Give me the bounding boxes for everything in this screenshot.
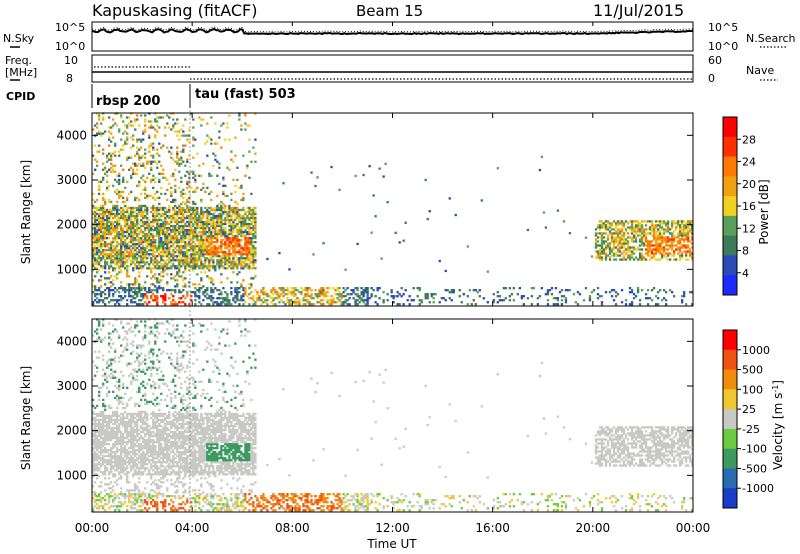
x-axis: 00:00 04:00 08:00 12:00 16:00 20:00 00:00: [75, 22, 711, 535]
y-tick-label: 3000: [56, 173, 87, 187]
sky-tick-top: 10^5: [55, 21, 85, 34]
freq-label: Freq.: [5, 54, 32, 67]
search-tick-bottom: 10^0: [708, 40, 738, 53]
colorbar-swatch: [723, 136, 737, 158]
x-tick-label: 08:00: [275, 521, 310, 535]
colorbar-tick-label: 28: [742, 133, 756, 146]
freq-unit-label: [MHz]: [5, 66, 37, 79]
sky-noise-panel: N.Sky 10^5 10^0 10^5 10^0 N.Search: [3, 21, 796, 53]
colorbar-tick-label: -100: [742, 443, 767, 456]
y-tick-label: 4000: [56, 334, 87, 348]
colorbar-swatch: [723, 488, 737, 509]
x-tick-label: 16:00: [475, 521, 510, 535]
x-axis-label: Time UT: [366, 537, 417, 551]
colorbar-tick-label: -25: [742, 423, 760, 436]
colorbar-swatch: [723, 275, 737, 296]
colorbar-tick-label: 500: [742, 364, 763, 377]
colorbar-tick-label: -500: [742, 462, 767, 475]
y-tick-label: 3000: [56, 379, 87, 393]
colorbar-swatch: [723, 176, 737, 197]
x-tick-label: 12:00: [375, 521, 410, 535]
date-title: 11/Jul/2015: [593, 1, 684, 20]
velocity-colorbar: 1000 500 100 25 -25 -100 -500 -1000 Velocity [m…: [722, 329, 785, 509]
velocity-data: [92, 318, 694, 512]
colorbar-swatch: [723, 196, 737, 217]
colorbar-tick-label: 1000: [742, 344, 770, 357]
beam-title: Beam 15: [356, 2, 423, 20]
colorbar-swatch: [723, 448, 737, 469]
colorbar-swatch: [723, 409, 737, 430]
cpid-program-1: rbsp 200: [96, 94, 160, 109]
power-data: [92, 112, 694, 306]
x-tick-label: 00:00: [75, 521, 110, 535]
y-tick-label: 1000: [56, 468, 87, 482]
x-tick-label: 20:00: [576, 521, 611, 535]
freq-tick-bottom: 8: [66, 72, 73, 85]
colorbar-swatch: [723, 428, 737, 450]
colorbar-tick-label: 100: [742, 383, 763, 396]
colorbar-swatch: [723, 215, 737, 237]
power-ylabel: Slant Range [km]: [19, 160, 33, 264]
colorbar-swatch: [723, 468, 737, 489]
colorbar-tick-label: -1000: [742, 482, 774, 495]
colorbar-tick-label: 12: [742, 222, 756, 235]
nave-tick-top: 60: [708, 54, 722, 67]
power-panel: Slant Range [km] 1000 2000 3000 4000: [19, 112, 694, 307]
search-noise-trace: [91, 26, 694, 33]
colorbar-tick-label: 4: [742, 267, 749, 280]
colorbar-tick-label: 24: [742, 156, 756, 169]
freq-tick-top: 10: [64, 54, 78, 67]
sky-tick-bottom: 10^0: [55, 40, 85, 53]
colorbar-swatch: [723, 235, 737, 256]
search-tick-top: 10^5: [708, 21, 738, 34]
power-colorbar: 4 8 12 16 20 24 28 Power [dB]: [722, 116, 771, 296]
colorbar-swatch: [723, 369, 737, 390]
colorbar-swatch: [723, 349, 737, 371]
x-tick-label: 00:00: [676, 521, 711, 535]
nave-label: Nave: [746, 64, 774, 77]
cpid-panel: CPID rbsp 200 tau (fast) 503: [6, 84, 296, 109]
colorbar-swatch: [723, 389, 737, 410]
search-label: N.Search: [746, 32, 796, 45]
station-title: Kapuskasing (fitACF): [92, 1, 257, 20]
power-colorbar-label: Power [dB]: [757, 179, 771, 244]
colorbar-tick-label: 8: [742, 245, 749, 258]
x-tick-label: 04:00: [175, 521, 210, 535]
y-tick-label: 2000: [56, 424, 87, 438]
colorbar-swatch: [723, 255, 737, 276]
nave-tick-bottom: 0: [708, 72, 715, 85]
colorbar-tick-label: 16: [742, 200, 756, 213]
sky-noise-trace: [91, 27, 694, 36]
colorbar-swatch: [723, 156, 737, 177]
y-tick-label: 2000: [56, 218, 87, 232]
sky-label: N.Sky: [3, 32, 35, 45]
colorbar-swatch: [723, 117, 737, 138]
velocity-ylabel: Slant Range [km]: [19, 366, 33, 470]
colorbar-tick-label: 20: [742, 178, 756, 191]
colorbar-tick-label: 25: [742, 403, 756, 416]
cpid-label: CPID: [6, 90, 35, 103]
y-tick-label: 1000: [56, 262, 87, 276]
colorbar-swatch: [723, 330, 737, 351]
velocity-panel: Slant Range [km] 1000 2000 3000 4000: [19, 318, 694, 513]
y-tick-label: 4000: [56, 128, 87, 142]
frequency-panel: Freq. [MHz] 10 8 60 0 Nave: [5, 54, 778, 85]
cpid-program-2: tau (fast) 503: [195, 87, 296, 102]
velocity-colorbar-label: Velocity [m s-1]: [771, 380, 785, 470]
